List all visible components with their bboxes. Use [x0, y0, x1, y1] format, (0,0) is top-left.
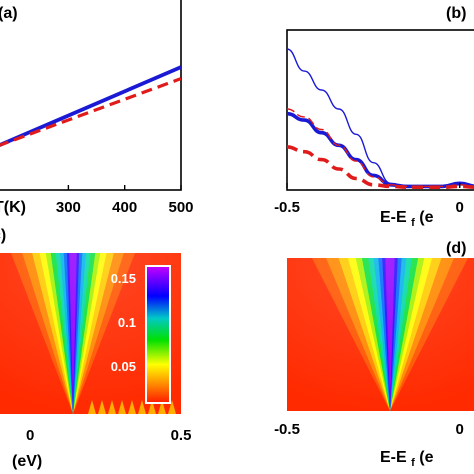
- panel-d-xlabel-main: E-E: [380, 449, 407, 466]
- panel-a: 300 400 500 (a) T(K): [0, 0, 194, 216]
- colorbar-tick-0: 0.15: [111, 271, 136, 286]
- panel-c-xlabel: (eV): [12, 453, 42, 470]
- panel-d-label: (d): [446, 240, 466, 257]
- panel-d-xlabel-tail: (e: [419, 449, 433, 466]
- panel-b-series-2: [287, 108, 474, 188]
- panel-b-series: [287, 48, 474, 189]
- panel-d-heatmap: [287, 258, 474, 411]
- panel-b-xlabel-main: E-E: [380, 209, 407, 226]
- panel-d: (d) -0.5 0 E-E f (e: [274, 240, 474, 470]
- panel-d-xlabel: E-E f (e: [380, 449, 434, 470]
- panel-b-xlabel: E-E f (e: [380, 209, 434, 230]
- panel-d-x-ticks: -0.5 0: [274, 421, 464, 438]
- panel-a-series: [0, 65, 181, 148]
- panel-c-colorbar: 0.15 0.1 0.05: [111, 265, 171, 404]
- panel-a-x-ticks: 300 400 500: [56, 185, 194, 216]
- panel-b-tick-label-0: -0.5: [274, 199, 300, 216]
- panel-b-tick-label-1: 0: [456, 199, 464, 216]
- panel-a-tick-label-2: 500: [168, 199, 193, 216]
- panel-a-frame: [0, 0, 182, 191]
- panel-c-x-ticks: 0 0.5: [26, 427, 191, 444]
- panel-b: -0.5 0 (b) E-E f (e: [274, 5, 474, 230]
- svg-text:E-E f (e: E-E f (e: [380, 209, 434, 230]
- svg-text:E-E f (e: E-E f (e: [380, 449, 434, 470]
- panel-a-series-0: [0, 65, 181, 148]
- colorbar-tick-1: 0.1: [118, 315, 136, 330]
- panel-b-series-3: [287, 145, 474, 189]
- panel-a-series-1: [0, 77, 181, 147]
- panel-a-xlabel: T(K): [0, 199, 26, 216]
- panel-a-tick-label-0: 300: [56, 199, 81, 216]
- panel-a-tick-label-1: 400: [112, 199, 137, 216]
- panel-b-frame: [286, 29, 474, 191]
- panel-d-tick-label-1: 0: [456, 421, 464, 438]
- panel-c-tick-label-1: 0.5: [171, 427, 192, 444]
- panel-b-x-ticks: -0.5 0: [274, 183, 464, 216]
- colorbar-tick-2: 0.05: [111, 359, 136, 374]
- panel-c-label: c): [0, 227, 6, 244]
- panel-d-tick-label-0: -0.5: [274, 421, 300, 438]
- panel-a-label: (a): [0, 5, 18, 22]
- panel-b-xlabel-tail: (e: [419, 209, 433, 226]
- panel-b-label: (b): [446, 5, 466, 22]
- panel-b-xlabel-sub: f: [411, 217, 415, 229]
- panel-c-tick-label-0: 0: [26, 427, 34, 444]
- panel-d-xlabel-sub: f: [411, 457, 415, 469]
- panel-c-heatmap: [0, 253, 181, 414]
- panel-c: 0.15 0.1 0.05 00.5 c) (eV): [0, 227, 191, 470]
- colorbar-gradient: [145, 265, 171, 404]
